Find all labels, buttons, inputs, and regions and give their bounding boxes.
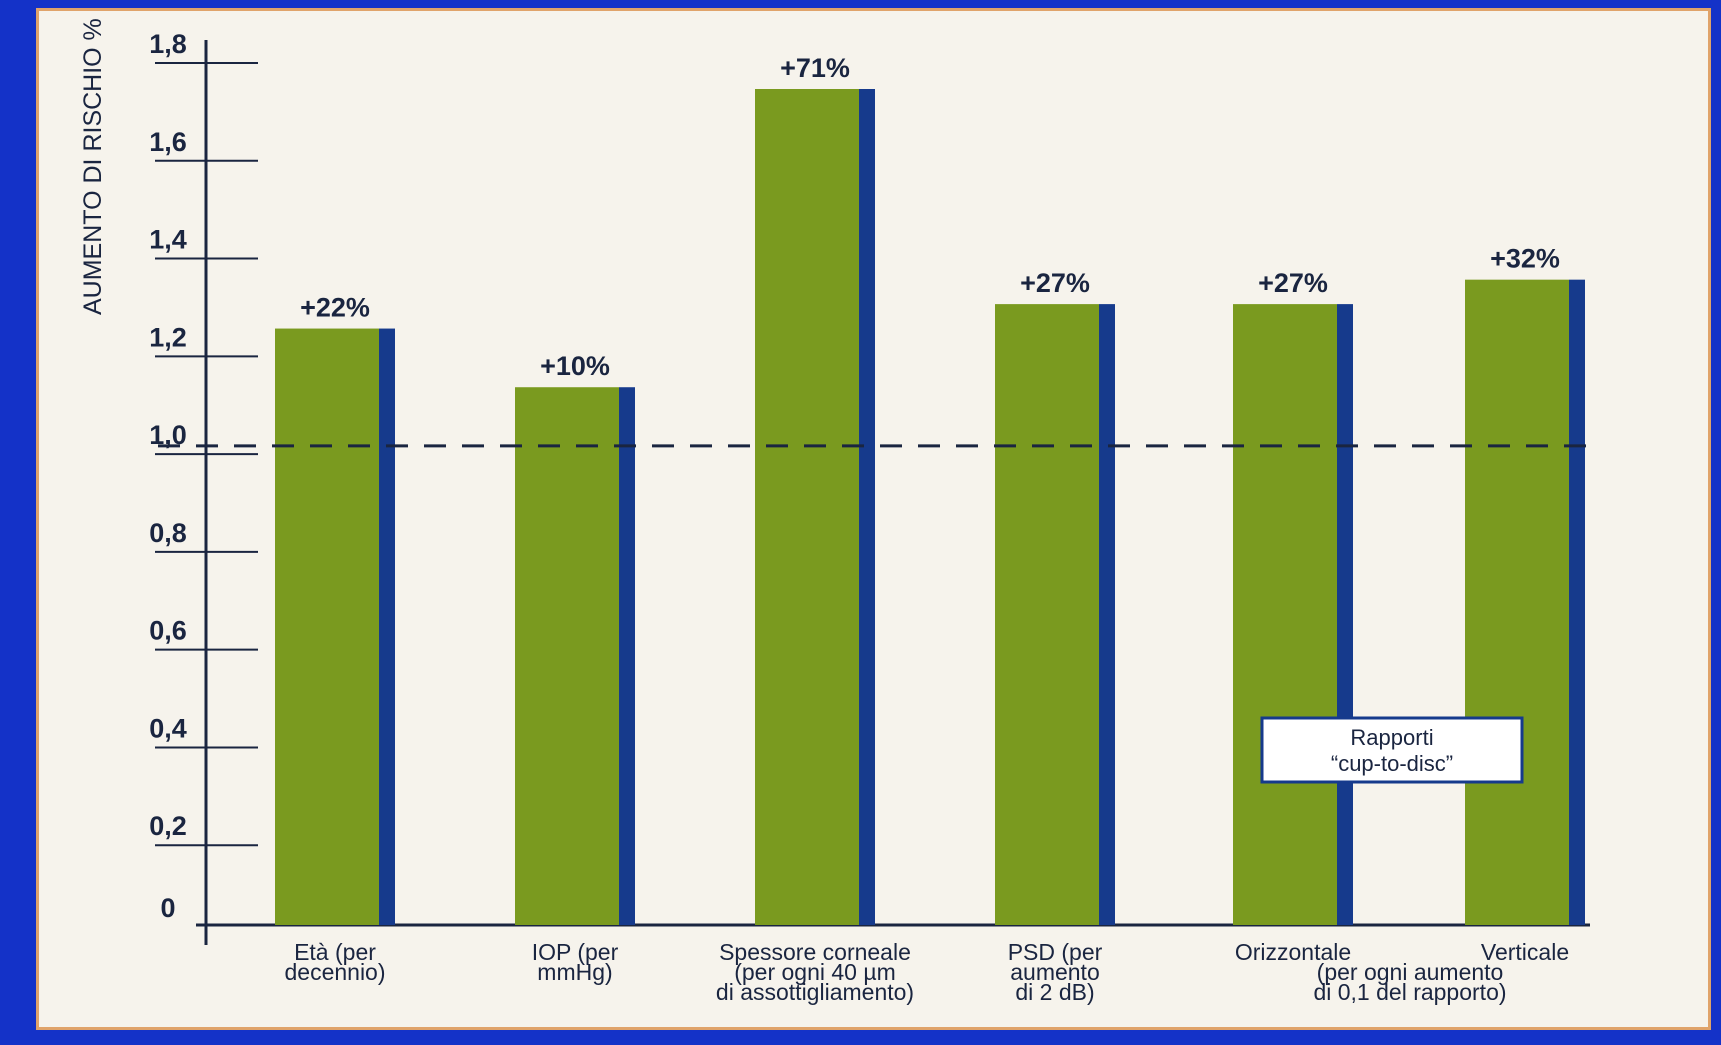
y-tick-label: 0,4 [149, 713, 187, 743]
category-label-line: (per ogni aumento [1317, 959, 1504, 985]
bar [995, 304, 1099, 926]
y-axis-label: AUMENTO DI RISCHIO % [79, 18, 107, 315]
y-tick-label: 1,4 [149, 225, 187, 255]
bar [755, 89, 859, 925]
category-label-line: Verticale [1481, 939, 1569, 965]
y-tick-label: 1,8 [149, 29, 187, 59]
bar [515, 387, 619, 925]
bar-edge [1099, 304, 1115, 926]
bar-edge [859, 89, 875, 925]
data-label: +27% [1258, 268, 1328, 298]
y-tick-label: 0,8 [149, 518, 187, 548]
data-label: +32% [1490, 244, 1560, 274]
y-tick-label: 1,2 [149, 322, 187, 352]
y-tick-label: 0,2 [149, 811, 187, 841]
bar-edge [619, 387, 635, 925]
category-label-line: Orizzontale [1235, 939, 1351, 965]
bar [1465, 279, 1569, 926]
bar [1233, 304, 1337, 926]
data-label: +10% [540, 351, 610, 381]
y-tick-label: 0 [160, 893, 175, 923]
category-label-line: Età (per [294, 939, 376, 965]
category-label-line: di assottigliamento) [716, 979, 914, 1005]
y-tick-label: 0,6 [149, 616, 187, 646]
data-label: +27% [1020, 268, 1090, 298]
bar [275, 328, 379, 925]
category-label-line: mmHg) [537, 959, 612, 985]
category-label-line: di 0,1 del rapporto) [1313, 979, 1506, 1005]
category-label: Verticale [1481, 939, 1569, 965]
bar-edge [1569, 279, 1585, 926]
data-label: +71% [780, 53, 850, 83]
category-label-line: aumento [1010, 959, 1100, 985]
category-label-line: di 2 dB) [1015, 979, 1094, 1005]
bar-edge [379, 328, 395, 925]
category-label-line: Spessore corneale [719, 939, 911, 965]
category-label-line: (per ogni 40 µm [734, 959, 896, 985]
legend-box: Rapporti “cup-to-disc” [1260, 716, 1524, 784]
category-label-line: IOP (per [532, 939, 619, 965]
legend-line-2: “cup-to-disc” [1331, 751, 1453, 776]
bar-edge [1337, 304, 1353, 926]
category-label-line: decennio) [284, 959, 385, 985]
y-tick-label: 1,6 [149, 127, 187, 157]
category-label-line: PSD (per [1008, 939, 1103, 965]
data-label: +22% [300, 293, 370, 323]
legend-line-1: Rapporti [1350, 725, 1433, 750]
